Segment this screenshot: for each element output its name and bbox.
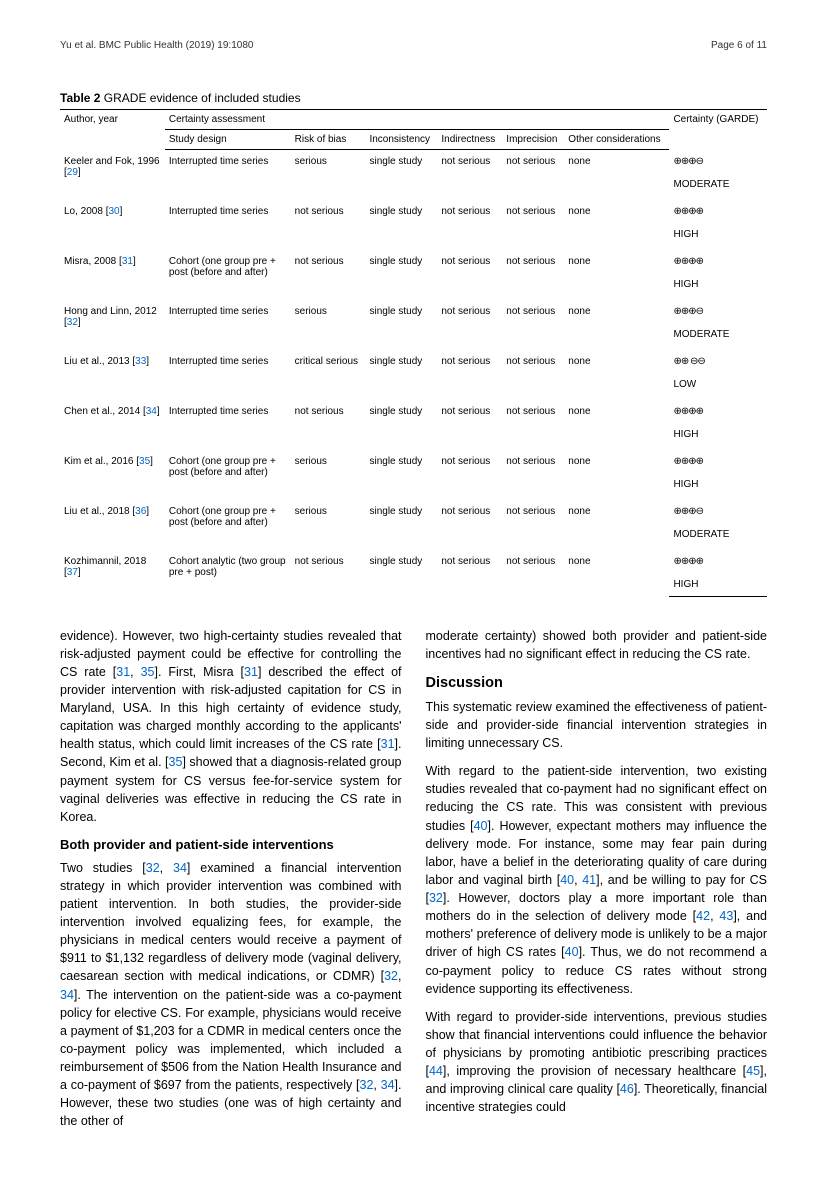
table-row: Chen et al., 2014 [34]Interrupted time s… (60, 396, 767, 423)
paragraph: Two studies [32, 34] examined a financia… (60, 859, 402, 1131)
subheading: Both provider and patient-side intervent… (60, 836, 402, 855)
grade-evidence-table: Author, year Certainty assessment Certai… (60, 109, 767, 597)
table-row: Kozhimannil, 2018 [37]Cohort analytic (t… (60, 546, 767, 573)
right-column: moderate certainty) showed both provider… (426, 627, 768, 1141)
table-row: Kim et al., 2016 [35]Cohort (one group p… (60, 446, 767, 473)
table-row: Keeler and Fok, 1996 [29]Interrupted tim… (60, 150, 767, 173)
paragraph: With regard to the patient-side interven… (426, 762, 768, 998)
table-title: Table 2 GRADE evidence of included studi… (60, 91, 767, 105)
paragraph: This systematic review examined the effe… (426, 698, 768, 752)
table-row: Lo, 2008 [30]Interrupted time seriesnot … (60, 196, 767, 223)
th-imprecision: Imprecision (502, 130, 564, 150)
section-heading: Discussion (426, 673, 768, 694)
th-risk: Risk of bias (291, 130, 366, 150)
th-inconsistency: Inconsistency (365, 130, 437, 150)
th-certainty: Certainty (GARDE) (669, 110, 767, 150)
page-header: Yu et al. BMC Public Health (2019) 19:10… (60, 40, 767, 51)
body-columns: evidence). However, two high-certainty s… (60, 627, 767, 1141)
th-design: Study design (165, 130, 291, 150)
table-row: Misra, 2008 [31]Cohort (one group pre + … (60, 246, 767, 273)
table-row: Liu et al., 2018 [36]Cohort (one group p… (60, 496, 767, 523)
table-row: Liu et al., 2013 [33]Interrupted time se… (60, 346, 767, 373)
header-left: Yu et al. BMC Public Health (2019) 19:10… (60, 40, 253, 51)
paragraph: moderate certainty) showed both provider… (426, 627, 768, 663)
th-other: Other considerations (564, 130, 669, 150)
th-assessment: Certainty assessment (165, 110, 670, 130)
th-author: Author, year (60, 110, 165, 150)
left-column: evidence). However, two high-certainty s… (60, 627, 402, 1141)
table-row: Hong and Linn, 2012 [32]Interrupted time… (60, 296, 767, 323)
header-right: Page 6 of 11 (711, 40, 767, 51)
paragraph: With regard to provider-side interventio… (426, 1008, 768, 1117)
th-indirectness: Indirectness (437, 130, 502, 150)
paragraph: evidence). However, two high-certainty s… (60, 627, 402, 826)
